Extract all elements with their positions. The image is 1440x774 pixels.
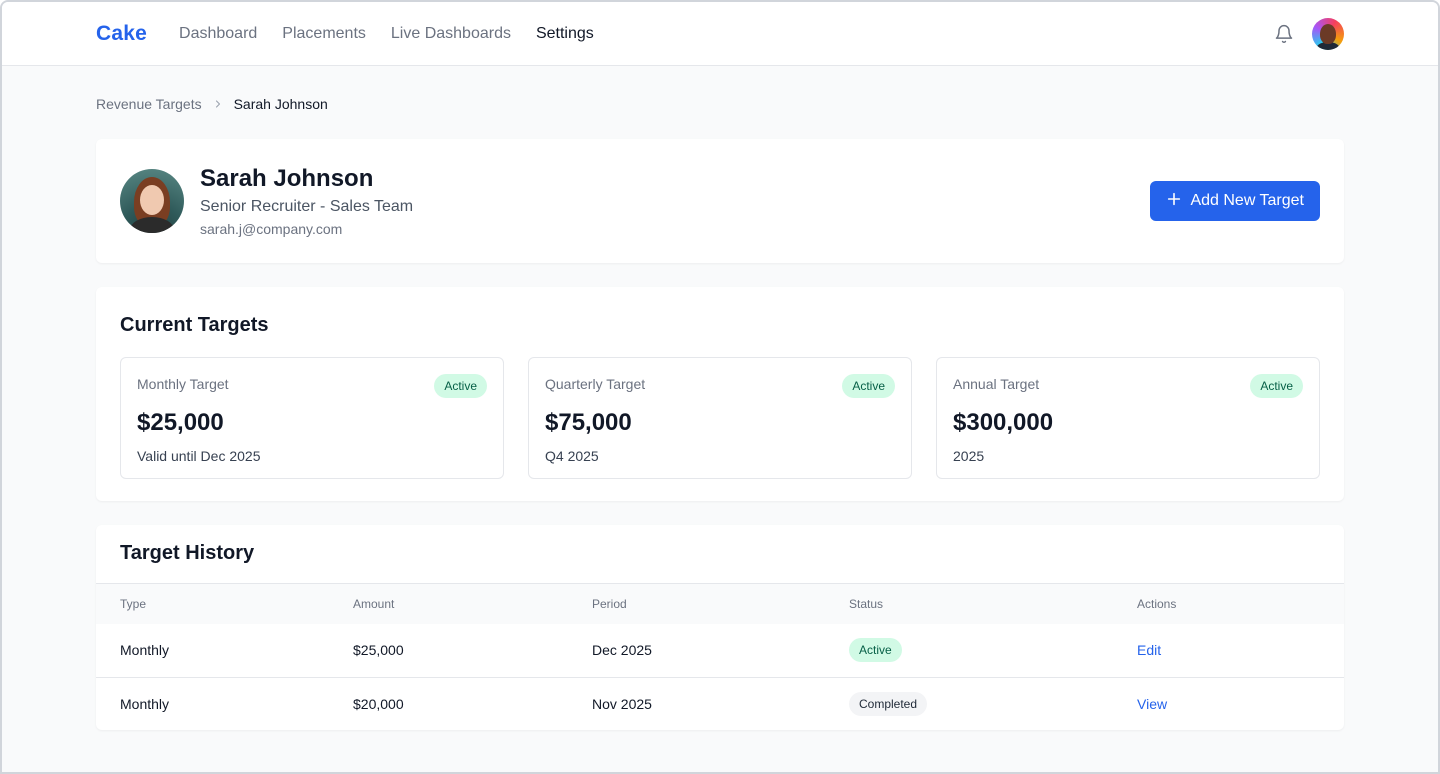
topbar-actions (1272, 17, 1344, 50)
target-history-title: Target History (120, 542, 255, 564)
status-badge: Active (842, 374, 895, 398)
cell-status: Completed (825, 676, 1113, 730)
column-header-amount: Amount (353, 597, 395, 611)
target-grid: Monthly Target Active $25,000 Valid unti… (120, 357, 1320, 479)
table-row: Monthly $20,000 Nov 2025 Completed View (96, 676, 1344, 730)
current-targets-card: Current Targets Monthly Target Active $2… (96, 287, 1344, 501)
breadcrumb-current: Sarah Johnson (233, 96, 328, 112)
breadcrumb-revenue-targets[interactable]: Revenue Targets (96, 96, 202, 112)
profile-info: Sarah Johnson Senior Recruiter - Sales T… (200, 165, 413, 238)
target-label: Annual Target (953, 376, 1040, 392)
status-badge: Active (434, 374, 487, 398)
top-navigation-bar: Cake Dashboard Placements Live Dashboard… (2, 2, 1438, 66)
target-value: $75,000 (545, 409, 632, 436)
nav-item-placements[interactable]: Placements (282, 24, 366, 42)
target-period: 2025 (953, 448, 985, 464)
cell-period: Nov 2025 (568, 676, 825, 730)
target-period: Valid until Dec 2025 (137, 448, 261, 464)
profile-role: Senior Recruiter - Sales Team (200, 197, 414, 215)
column-header-actions: Actions (1137, 597, 1177, 611)
target-period: Q4 2025 (545, 448, 599, 464)
table-header-row: Type Amount Period Status Actions (96, 584, 1344, 624)
add-new-target-button[interactable]: Add New Target (1150, 181, 1320, 221)
current-targets-title: Current Targets (120, 314, 269, 336)
add-new-target-label: Add New Target (1190, 192, 1304, 209)
main-nav: Dashboard Placements Live Dashboards Set… (179, 25, 619, 43)
annual-target-card: Annual Target Active $300,000 2025 (936, 357, 1320, 479)
edit-link[interactable]: Edit (1137, 642, 1162, 659)
column-header-period: Period (592, 597, 627, 611)
cell-type: Monthly (96, 676, 329, 730)
nav-item-dashboard[interactable]: Dashboard (179, 24, 258, 42)
breadcrumb: Revenue Targets Sarah Johnson (96, 96, 1344, 112)
nav-item-settings[interactable]: Settings (535, 24, 594, 42)
profile-email: sarah.j@company.com (200, 220, 343, 237)
bell-icon[interactable] (1272, 22, 1296, 46)
target-history-table: Type Amount Period Status Actions Monthl… (96, 584, 1344, 730)
target-label: Quarterly Target (545, 376, 646, 392)
profile-card: Sarah Johnson Senior Recruiter - Sales T… (96, 139, 1344, 263)
monthly-target-card: Monthly Target Active $25,000 Valid unti… (120, 357, 504, 479)
chevron-right-icon (212, 98, 224, 110)
target-history-card: Target History Type Amount Period Status… (96, 525, 1344, 730)
cell-actions: Edit (1113, 624, 1344, 677)
nav-item-live-dashboards[interactable]: Live Dashboards (390, 24, 511, 42)
profile-name: Sarah Johnson (200, 164, 374, 192)
cell-period: Dec 2025 (592, 642, 652, 659)
brand-logo[interactable]: Cake (96, 21, 148, 45)
cell-actions: View (1113, 676, 1344, 730)
status-badge: Active (1250, 374, 1303, 398)
column-header-status: Status (849, 597, 884, 611)
target-label: Monthly Target (137, 376, 229, 392)
status-badge: Active (849, 638, 902, 663)
cell-amount: $20,000 (329, 676, 568, 730)
table-row: Monthly $25,000 Dec 2025 Active Edit (96, 624, 1344, 677)
view-link[interactable]: View (1137, 695, 1168, 712)
main-content: Revenue Targets Sarah Johnson Sarah John… (2, 66, 1438, 730)
status-badge: Completed (849, 691, 928, 716)
user-avatar[interactable] (1312, 17, 1344, 50)
target-value: $300,000 (953, 409, 1054, 436)
target-value: $25,000 (137, 409, 224, 436)
quarterly-target-card: Quarterly Target Active $75,000 Q4 2025 (528, 357, 912, 479)
cell-type: Monthly (120, 642, 170, 659)
profile-avatar (120, 169, 184, 233)
cell-amount: $25,000 (353, 642, 404, 659)
plus-icon (1166, 191, 1182, 212)
column-header-type: Type (120, 597, 147, 611)
target-history-header: Target History (96, 525, 1344, 584)
cell-status: Active (825, 624, 1113, 677)
